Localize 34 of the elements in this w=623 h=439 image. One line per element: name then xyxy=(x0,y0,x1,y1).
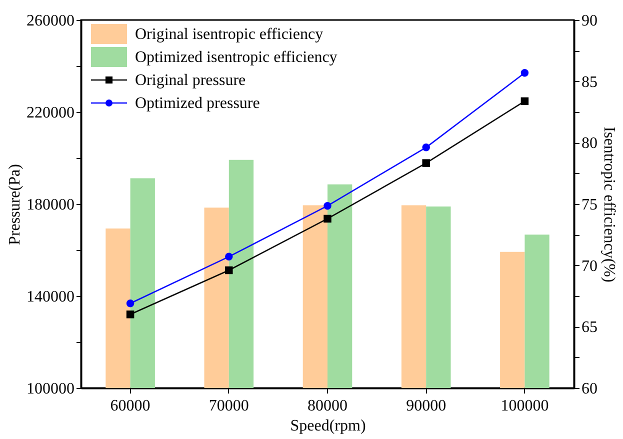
point xyxy=(520,97,529,106)
x-tick-label: 90000 xyxy=(406,398,446,414)
point xyxy=(324,202,332,210)
y2-tick-label: 60 xyxy=(582,380,598,398)
x-tick-label: 80000 xyxy=(308,398,348,414)
legend-label: Original isentropic efficiency xyxy=(135,26,324,43)
point xyxy=(422,144,430,152)
y-tick-label: 180000 xyxy=(26,196,74,214)
legend-label: Optimized pressure xyxy=(135,95,260,112)
y-axis-title: Pressure(Pa) xyxy=(6,164,24,245)
y2-tick-label: 65 xyxy=(582,319,598,336)
x-tick-label: 60000 xyxy=(110,398,150,414)
point xyxy=(422,159,430,167)
x-axis-title: Speed(rpm) xyxy=(290,418,366,434)
y-tick-label: 140000 xyxy=(26,288,74,306)
x-tick-label: 70000 xyxy=(208,398,249,414)
legend-label: Optimized isentropic efficiency xyxy=(135,49,338,66)
y2-tick-label: 75 xyxy=(582,196,598,214)
point xyxy=(225,266,233,274)
y2-tick-label: 70 xyxy=(582,258,598,275)
y2-tick-label: 80 xyxy=(582,135,598,152)
point xyxy=(324,214,332,223)
y2-tick-label: 85 xyxy=(582,74,598,91)
y-tick-label: 100000 xyxy=(26,380,74,398)
point xyxy=(126,310,134,318)
legend-label: Original pressure xyxy=(135,72,246,89)
x-tick-label: 100000 xyxy=(500,398,549,414)
y-tick-label: 260000 xyxy=(26,12,74,30)
y-tick-label: 220000 xyxy=(26,104,74,122)
y2-axis-title: Isentropic efficiency(%) xyxy=(600,126,618,282)
point xyxy=(520,69,529,77)
point xyxy=(126,299,134,308)
point xyxy=(225,252,233,261)
y2-tick-label: 90 xyxy=(582,12,598,30)
